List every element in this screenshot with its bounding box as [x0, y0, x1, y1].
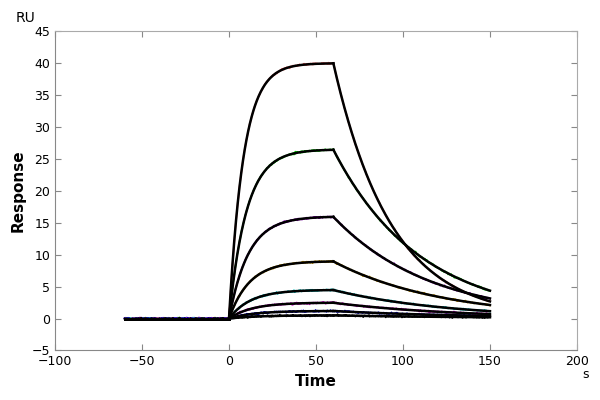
Text: s: s	[582, 368, 589, 381]
Y-axis label: Response: Response	[11, 150, 26, 232]
X-axis label: Time: Time	[295, 374, 337, 389]
Text: RU: RU	[16, 11, 35, 25]
